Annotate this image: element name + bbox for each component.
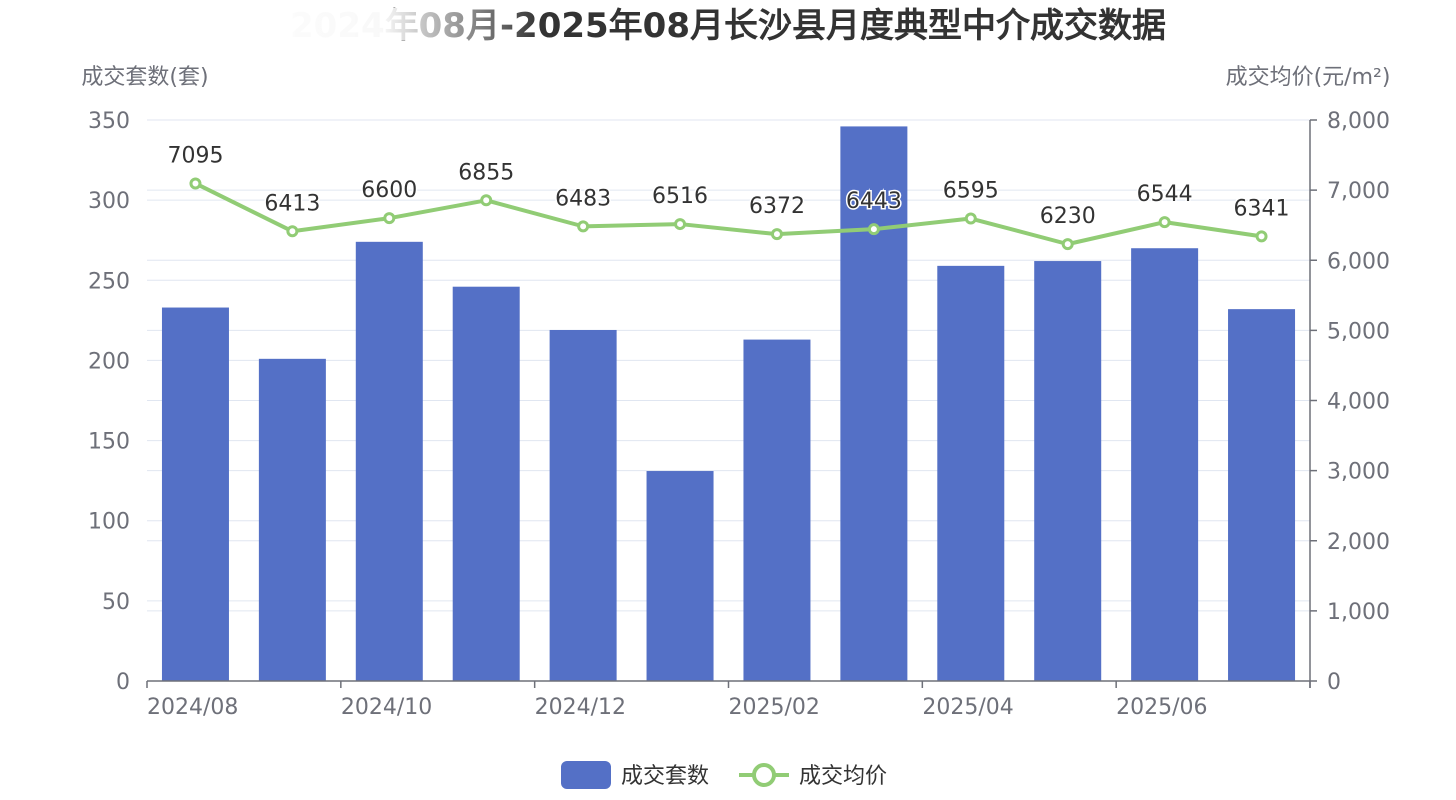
price-data-label: 6443 bbox=[846, 189, 902, 214]
bar bbox=[743, 339, 811, 681]
line-series: 7095 6413 6600 6855 6483 6516 6372 6443 6595 6230… bbox=[166, 142, 1291, 251]
y-right-axis-name: 成交均价(元/m²) bbox=[1226, 65, 1391, 90]
x-tick-label: 2024/08 bbox=[147, 695, 238, 720]
bar bbox=[1034, 261, 1102, 681]
price-data-label: 6516 bbox=[652, 184, 708, 209]
price-point bbox=[286, 225, 299, 238]
bar bbox=[161, 307, 229, 681]
price-point bbox=[867, 223, 880, 236]
price-data-label: 6230 bbox=[1040, 204, 1096, 229]
y-right-tick-label: 1,000 bbox=[1327, 600, 1390, 625]
bar bbox=[646, 471, 714, 681]
price-data-label: 6595 bbox=[943, 179, 999, 204]
price-point bbox=[1158, 216, 1171, 229]
bar bbox=[1131, 248, 1199, 681]
axes: 成交套数(套) 成交均价(元/m²) 2024/08 2024/10 2024/12… bbox=[81, 65, 1390, 720]
y-left-tick-label: 50 bbox=[102, 590, 130, 615]
y-left-tick-label: 150 bbox=[88, 430, 130, 455]
bar bbox=[1228, 309, 1296, 681]
legend-bar-label[interactable]: 成交套数 bbox=[621, 764, 709, 789]
y-left-tick-label: 300 bbox=[88, 189, 130, 214]
y-left-tick-label: 350 bbox=[88, 109, 130, 134]
bar bbox=[840, 126, 908, 681]
legend-line-label[interactable]: 成交均价 bbox=[799, 764, 887, 789]
price-point bbox=[674, 218, 687, 231]
y-right-tick-label: 2,000 bbox=[1327, 530, 1390, 555]
price-point bbox=[770, 228, 783, 241]
y-left-tick-label: 0 bbox=[116, 670, 130, 695]
price-data-label: 6372 bbox=[749, 194, 805, 219]
title-fade-overlay bbox=[190, 8, 540, 40]
y-right-tick-label: 4,000 bbox=[1327, 390, 1390, 415]
bar bbox=[937, 265, 1005, 681]
y-right-tick-label: 8,000 bbox=[1327, 109, 1390, 134]
y-right-tick-label: 7,000 bbox=[1327, 179, 1390, 204]
price-data-label: 6413 bbox=[264, 191, 320, 216]
bar-series bbox=[161, 126, 1296, 681]
y-right-tick-label: 6,000 bbox=[1327, 249, 1390, 274]
x-tick-label: 2025/02 bbox=[729, 695, 820, 720]
price-point bbox=[383, 212, 396, 225]
price-data-label: 7095 bbox=[167, 143, 223, 168]
price-point bbox=[577, 220, 590, 233]
x-tick-label: 2025/04 bbox=[922, 695, 1013, 720]
price-point bbox=[1061, 238, 1074, 251]
bar bbox=[452, 286, 520, 681]
price-data-label: 6341 bbox=[1234, 196, 1290, 221]
price-data-label: 6544 bbox=[1137, 182, 1193, 207]
price-line bbox=[194, 181, 1262, 247]
price-data-label: 6600 bbox=[361, 178, 417, 203]
y-left-axis-name: 成交套数(套) bbox=[81, 65, 208, 90]
bar bbox=[258, 358, 326, 681]
y-right-tick-label: 3,000 bbox=[1327, 460, 1390, 485]
price-data-label: 6483 bbox=[555, 186, 611, 211]
x-tick-label: 2024/12 bbox=[535, 695, 626, 720]
legend[interactable]: 成交套数 成交均价 bbox=[561, 761, 887, 789]
price-point bbox=[480, 194, 493, 207]
y-left-tick-label: 250 bbox=[88, 269, 130, 294]
grid-lines bbox=[147, 119, 1310, 612]
y-left-tick-label: 200 bbox=[88, 349, 130, 374]
y-right-tick-label: 5,000 bbox=[1327, 319, 1390, 344]
price-point bbox=[1255, 230, 1268, 243]
bar bbox=[355, 241, 423, 681]
legend-line-dot[interactable] bbox=[752, 763, 776, 787]
x-tick-label: 2025/06 bbox=[1116, 695, 1207, 720]
legend-bar-swatch[interactable] bbox=[561, 761, 611, 789]
y-right-tick-label: 0 bbox=[1327, 670, 1341, 695]
bar bbox=[549, 329, 617, 681]
price-data-label: 6855 bbox=[458, 160, 514, 185]
price-point bbox=[964, 212, 977, 225]
x-tick-label: 2024/10 bbox=[341, 695, 432, 720]
y-left-tick-label: 100 bbox=[88, 510, 130, 535]
price-point bbox=[189, 177, 202, 190]
